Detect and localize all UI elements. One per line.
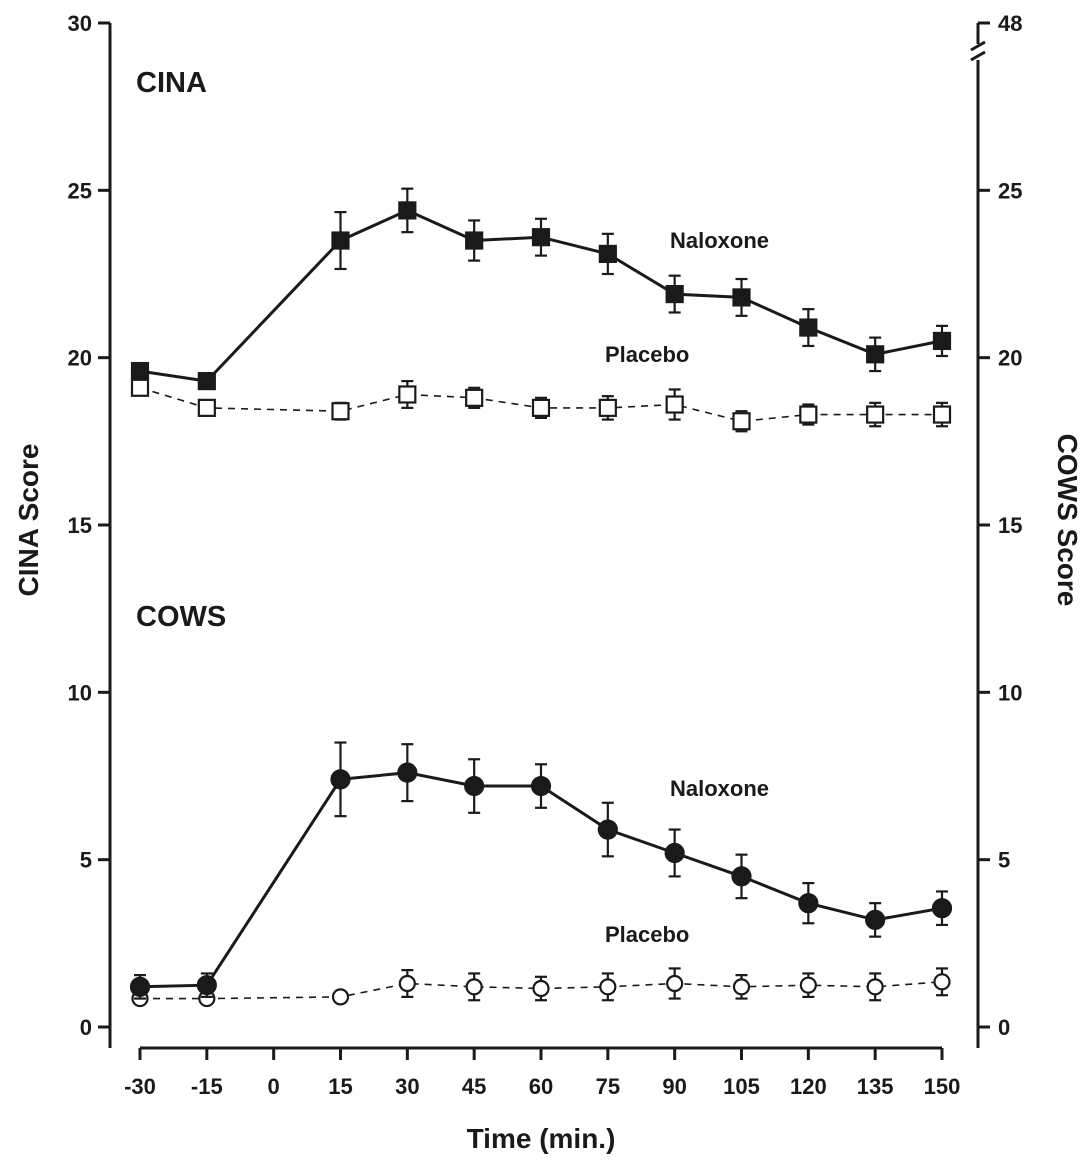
series-cina-naloxone bbox=[130, 187, 952, 391]
series-label: Naloxone bbox=[670, 776, 769, 801]
x-axis-title: Time (min.) bbox=[467, 1123, 616, 1154]
data-point bbox=[732, 288, 751, 307]
left-tick-label: 10 bbox=[68, 680, 92, 705]
right-tick-label: 25 bbox=[998, 178, 1022, 203]
right-tick-label: 48 bbox=[998, 11, 1022, 36]
series-layer bbox=[129, 187, 953, 1008]
data-point bbox=[799, 405, 818, 424]
data-point bbox=[731, 866, 752, 887]
data-point bbox=[665, 395, 684, 414]
x-tick-label: 90 bbox=[662, 1074, 686, 1099]
data-point bbox=[799, 976, 817, 994]
data-point bbox=[933, 973, 951, 991]
right-tick-label: 20 bbox=[998, 346, 1022, 371]
y-axis-title-left: CINA Score bbox=[13, 443, 44, 596]
data-point bbox=[464, 775, 485, 797]
left-tick-label: 30 bbox=[68, 11, 92, 36]
x-tick-label: 45 bbox=[462, 1074, 486, 1099]
labels-layer: 0 5 10 15 20 25 30 0 5 10 15 20 25 48 -30 -15 0 15 30 45 60 7… bbox=[13, 11, 1083, 1154]
data-point bbox=[732, 412, 751, 431]
data-point bbox=[599, 978, 617, 996]
right-tick-label: 5 bbox=[998, 848, 1010, 873]
data-point bbox=[197, 398, 216, 417]
series-cows-naloxone bbox=[129, 741, 953, 1000]
x-tick-label: -15 bbox=[191, 1074, 223, 1099]
panel-title-cows: COWS bbox=[136, 601, 226, 633]
x-tick-label: 105 bbox=[723, 1074, 760, 1099]
data-point bbox=[331, 402, 350, 421]
left-tick-label: 0 bbox=[80, 1015, 92, 1040]
data-point bbox=[532, 979, 550, 998]
data-point bbox=[465, 231, 484, 250]
x-tick-label: 75 bbox=[596, 1074, 620, 1099]
series-label: Placebo bbox=[605, 922, 689, 947]
data-point bbox=[398, 974, 416, 993]
data-point bbox=[598, 398, 617, 417]
data-point bbox=[531, 398, 551, 417]
data-point bbox=[196, 975, 217, 996]
x-tick-label: 30 bbox=[395, 1074, 419, 1099]
data-point bbox=[932, 405, 952, 424]
data-point bbox=[865, 909, 886, 931]
right-tick-label: 0 bbox=[998, 1015, 1010, 1040]
series-line bbox=[139, 208, 943, 383]
data-point bbox=[130, 361, 150, 381]
data-point bbox=[531, 228, 551, 247]
data-point bbox=[197, 371, 216, 391]
data-point bbox=[866, 405, 885, 424]
data-point bbox=[932, 331, 952, 351]
x-tick-label: 120 bbox=[790, 1074, 827, 1099]
series-label: Placebo bbox=[605, 342, 689, 367]
data-point bbox=[665, 284, 684, 304]
y-axis-title-right: COWS Score bbox=[1052, 434, 1083, 607]
right-tick-label: 10 bbox=[998, 680, 1022, 705]
right-axis-break-mark bbox=[970, 50, 986, 62]
left-tick-label: 15 bbox=[68, 513, 92, 538]
data-point bbox=[732, 978, 751, 996]
x-tick-label: 0 bbox=[268, 1074, 280, 1099]
data-point bbox=[397, 762, 418, 783]
data-point bbox=[931, 898, 953, 919]
data-point bbox=[331, 231, 350, 250]
data-point bbox=[798, 893, 819, 914]
x-tick-label: 135 bbox=[857, 1074, 894, 1099]
left-tick-label: 20 bbox=[68, 346, 92, 371]
data-point bbox=[330, 769, 351, 790]
series-line bbox=[140, 981, 943, 1000]
right-axis-break-mark bbox=[970, 40, 986, 52]
x-tick-label: 150 bbox=[924, 1074, 961, 1099]
data-point bbox=[598, 244, 617, 264]
x-tick-label: 15 bbox=[328, 1074, 352, 1099]
data-point bbox=[866, 978, 884, 996]
data-point bbox=[866, 345, 885, 364]
series-label: Naloxone bbox=[670, 228, 769, 253]
data-point bbox=[331, 988, 350, 1006]
series-cows-placebo bbox=[131, 967, 951, 1008]
data-point bbox=[130, 378, 150, 397]
data-point bbox=[530, 775, 552, 797]
axes-layer bbox=[98, 21, 990, 1060]
data-point bbox=[465, 388, 484, 407]
x-tick-label: -30 bbox=[124, 1074, 156, 1099]
data-point bbox=[398, 385, 417, 404]
panel-title-cina: CINA bbox=[136, 67, 207, 99]
data-point bbox=[129, 976, 151, 997]
data-point bbox=[597, 819, 618, 840]
left-tick-label: 25 bbox=[68, 178, 92, 203]
left-tick-label: 5 bbox=[80, 848, 92, 873]
data-point bbox=[799, 318, 818, 337]
data-point bbox=[465, 978, 483, 996]
data-point bbox=[666, 974, 684, 993]
data-point bbox=[664, 842, 685, 864]
series-line bbox=[139, 771, 943, 989]
series-cina-placebo bbox=[130, 378, 952, 433]
right-tick-label: 15 bbox=[998, 513, 1022, 538]
data-point bbox=[398, 201, 417, 220]
x-tick-label: 60 bbox=[529, 1074, 553, 1099]
